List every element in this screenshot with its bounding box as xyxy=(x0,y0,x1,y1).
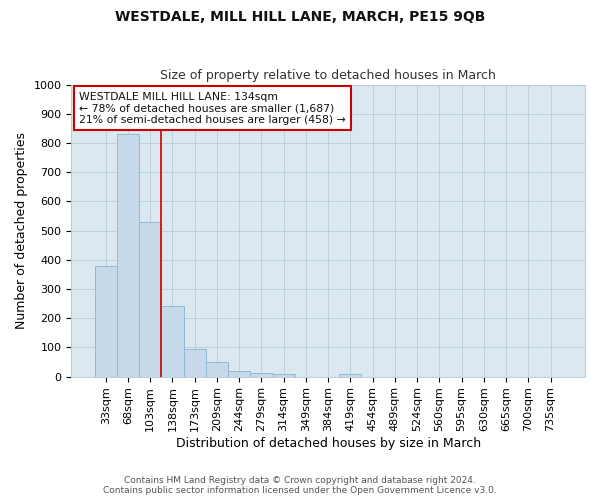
Text: Contains HM Land Registry data © Crown copyright and database right 2024.
Contai: Contains HM Land Registry data © Crown c… xyxy=(103,476,497,495)
Bar xyxy=(250,373,272,376)
Bar xyxy=(161,306,184,376)
Bar xyxy=(95,266,117,376)
Bar xyxy=(117,134,139,376)
X-axis label: Distribution of detached houses by size in March: Distribution of detached houses by size … xyxy=(176,437,481,450)
Bar xyxy=(206,362,228,376)
Bar xyxy=(228,371,250,376)
Y-axis label: Number of detached properties: Number of detached properties xyxy=(15,132,28,329)
Text: WESTDALE, MILL HILL LANE, MARCH, PE15 9QB: WESTDALE, MILL HILL LANE, MARCH, PE15 9Q… xyxy=(115,10,485,24)
Bar xyxy=(339,374,361,376)
Bar xyxy=(139,222,161,376)
Bar xyxy=(272,374,295,376)
Bar xyxy=(184,349,206,376)
Title: Size of property relative to detached houses in March: Size of property relative to detached ho… xyxy=(160,69,496,82)
Text: WESTDALE MILL HILL LANE: 134sqm
← 78% of detached houses are smaller (1,687)
21%: WESTDALE MILL HILL LANE: 134sqm ← 78% of… xyxy=(79,92,346,125)
